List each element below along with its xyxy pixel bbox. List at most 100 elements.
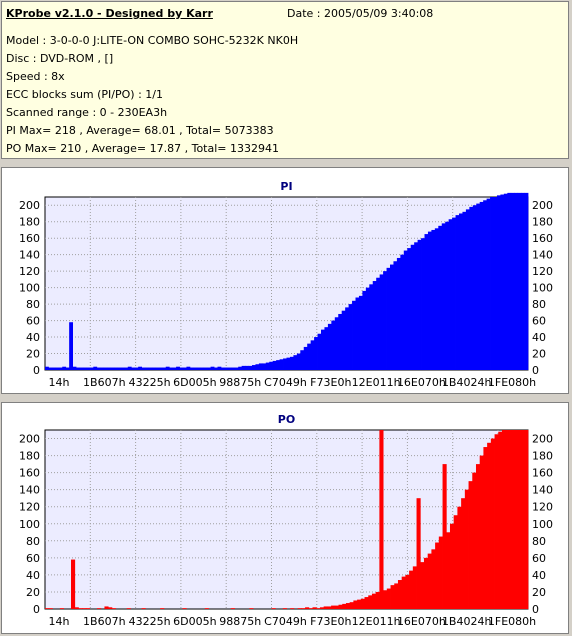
data-bar [379, 430, 384, 609]
po-chart-panel: PO 0 0 20 20 40 40 60 60 80 80 100 100 120 120 140 140 16… [1, 402, 569, 634]
scan-speed: Speed : 8x [6, 70, 65, 83]
data-bar [500, 194, 505, 370]
data-bar [353, 600, 358, 609]
data-bar [434, 228, 439, 370]
y-tick-label-left: 80 [26, 535, 40, 548]
y-tick-label-left: 0 [33, 603, 40, 616]
data-bar [290, 608, 295, 609]
data-bar [148, 367, 153, 370]
data-bar [301, 608, 306, 609]
x-tick-label: 16E070h [397, 376, 446, 389]
data-bar [348, 304, 353, 370]
data-bar [509, 430, 514, 609]
data-bar [117, 367, 122, 370]
data-bar [503, 193, 508, 370]
data-bar [407, 248, 412, 370]
data-bar [82, 608, 87, 609]
data-bar [96, 367, 101, 370]
data-bar [390, 585, 395, 609]
data-bar [160, 608, 165, 609]
data-bar [483, 200, 487, 370]
data-bar [507, 192, 512, 370]
drive-model: Model : 3-0-0-0 J:LITE-ON COMBO SOHC-523… [6, 34, 299, 47]
data-bar [45, 608, 50, 609]
data-bar [483, 447, 488, 609]
data-bar [524, 192, 529, 370]
data-bar [369, 284, 374, 370]
data-bar [59, 608, 64, 609]
data-bar [427, 231, 432, 370]
data-bar [416, 498, 421, 609]
data-bar [520, 430, 525, 609]
po-summary: PO Max= 210 , Average= 17.87 , Total= 13… [6, 142, 279, 155]
data-bar [521, 192, 525, 370]
data-bar [269, 361, 274, 370]
data-bar [465, 209, 470, 370]
data-bar [97, 608, 102, 609]
x-tick-label: 1B4024h [442, 376, 492, 389]
data-bar [214, 367, 218, 370]
y-tick-label-right: 40 [532, 569, 546, 582]
data-bar [334, 605, 339, 609]
data-bar [452, 217, 456, 370]
y-tick-label-right: 40 [532, 331, 546, 344]
x-tick-label: F73E0h [310, 615, 351, 628]
data-bar [303, 346, 308, 370]
data-bar [297, 608, 302, 609]
data-bar [258, 363, 263, 370]
data-bar [397, 580, 403, 609]
pi-chart: PI 0 0 20 20 40 40 60 60 80 80 100 100 120 120 140 140 16… [19, 180, 553, 389]
data-bar [145, 367, 149, 370]
data-bar [286, 357, 291, 370]
data-bar [110, 367, 115, 370]
data-bar [400, 254, 405, 370]
data-bar [165, 366, 170, 370]
data-bar [79, 367, 84, 370]
data-bar [204, 608, 209, 609]
data-bar [494, 434, 499, 609]
data-bar [85, 608, 90, 609]
disc-type: Disc : DVD-ROM , [] [6, 52, 114, 65]
data-bar [62, 366, 67, 370]
data-bar [410, 244, 415, 370]
data-bar [300, 350, 305, 370]
data-bar [127, 366, 132, 370]
y-tick-label-right: 160 [532, 467, 553, 480]
data-bar [479, 201, 484, 370]
x-tick-label: 12E011h [352, 376, 401, 389]
x-tick-label: 98875h [219, 615, 261, 628]
data-bar [265, 362, 270, 370]
data-bar [442, 464, 447, 609]
y-tick-label-left: 60 [26, 315, 40, 328]
x-tick-label: C7049h [264, 615, 307, 628]
data-bar [231, 367, 236, 370]
data-bar [372, 281, 377, 370]
data-bar [423, 557, 429, 609]
data-bar [486, 198, 491, 370]
y-tick-label-left: 180 [19, 450, 40, 463]
y-tick-label-right: 60 [532, 315, 546, 328]
data-bar [453, 515, 458, 609]
data-bar [179, 367, 184, 370]
data-bar [445, 221, 450, 370]
data-bar [203, 367, 208, 370]
x-tick-label: 14h [49, 376, 70, 389]
data-bar [248, 365, 253, 370]
data-bar [321, 329, 325, 370]
scan-date: Date : 2005/05/09 3:40:08 [287, 7, 434, 20]
data-bar [334, 317, 339, 370]
x-tick-label: 6D005h [173, 615, 216, 628]
y-tick-label-left: 60 [26, 552, 40, 565]
data-bar [207, 367, 211, 370]
data-bar [431, 549, 436, 609]
data-bar [317, 333, 322, 370]
data-bar [138, 366, 142, 370]
data-bar [76, 367, 80, 370]
data-bar [65, 367, 70, 370]
x-tick-label: 1FE080h [488, 376, 536, 389]
data-bar [469, 206, 474, 370]
data-bar [100, 367, 105, 370]
scanned-range: Scanned range : 0 - 230EA3h [6, 106, 168, 119]
data-bar [45, 366, 49, 370]
data-bar [358, 295, 363, 370]
